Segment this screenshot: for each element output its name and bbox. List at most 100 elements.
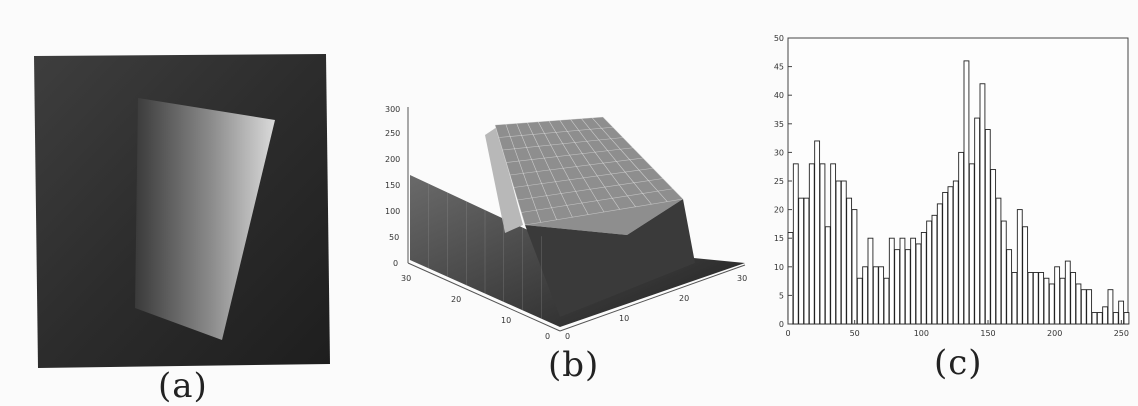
- mesh-line: [524, 198, 684, 226]
- x-tick-label: 10: [619, 314, 629, 323]
- z-tick-label: 0: [393, 259, 398, 268]
- histogram-bar: [787, 232, 794, 325]
- histogram-bar: [1038, 272, 1045, 325]
- surface-front-slope: [525, 199, 695, 317]
- histogram-bar: [915, 243, 922, 325]
- y-tick-label: 5: [779, 291, 784, 300]
- histogram-bar: [824, 226, 831, 325]
- x-tick-label: 0: [785, 329, 790, 338]
- z-tick-label: 150: [385, 181, 400, 190]
- figure-b: 300 250 200 150 100 50 0 30 20 10 0 0 10…: [365, 95, 765, 345]
- y-tick-label: 15: [774, 234, 784, 243]
- z-tick-label: 200: [385, 155, 400, 164]
- y-tick-label: 0: [545, 332, 550, 341]
- mesh-line: [517, 178, 664, 201]
- histogram-bar: [888, 237, 895, 325]
- histogram-bar: [1086, 289, 1093, 325]
- histogram-bar: [1027, 272, 1034, 325]
- histogram-bar: [910, 237, 917, 325]
- histogram-bar: [1006, 249, 1013, 325]
- surface-mesh: [428, 116, 684, 319]
- histogram-bar: [872, 266, 879, 325]
- histogram-bar: [1075, 283, 1082, 325]
- y-tick-label: 30: [401, 274, 411, 283]
- histogram-bar: [1048, 283, 1055, 325]
- histogram-bar: [979, 83, 986, 325]
- histogram-bar: [920, 232, 927, 325]
- figure-c: 0 50 100 150 200 250 0 5 10 15 20 25 30 35 40 45 50: [760, 28, 1135, 348]
- histogram-bar: [958, 151, 965, 325]
- histogram-bar: [995, 197, 1002, 325]
- histogram-bar: [1016, 209, 1023, 325]
- z-tick-label: 250: [385, 129, 400, 138]
- mesh-line: [498, 126, 614, 138]
- x-tick-label: 150: [980, 329, 995, 338]
- histogram-bar: [894, 249, 901, 325]
- histogram-bar: [926, 220, 933, 325]
- y-tick-label: 25: [774, 177, 784, 186]
- histogram-bar: [931, 214, 938, 325]
- histogram-bar: [1059, 277, 1066, 325]
- z-tick-label: 100: [385, 207, 400, 216]
- y-tick-label: 0: [779, 320, 784, 329]
- histogram-bar: [952, 180, 959, 325]
- histogram-bar: [1123, 312, 1130, 325]
- histogram-bar: [803, 197, 810, 325]
- x-tick-label: 250: [1114, 329, 1129, 338]
- histogram-bar: [883, 277, 890, 325]
- x-tick-label: 200: [1047, 329, 1062, 338]
- histogram-bar: [1107, 289, 1114, 325]
- histogram-bar: [1000, 220, 1007, 325]
- histogram-bar: [899, 237, 906, 325]
- x-tick-label: 50: [850, 329, 860, 338]
- histogram-bar: [830, 163, 837, 325]
- mesh-line: [513, 167, 654, 188]
- histogram-bar: [835, 180, 842, 325]
- figure-c-label: (c): [934, 343, 983, 383]
- histogram-bar: [1032, 272, 1039, 325]
- surface-ridge-wall: [485, 127, 523, 233]
- x-axis: [559, 264, 746, 332]
- y-tick-label: 10: [774, 263, 784, 272]
- histogram-bar: [984, 129, 991, 325]
- x-tick-label: 0: [565, 332, 570, 341]
- y-tick-label: 20: [774, 206, 784, 215]
- mesh-line: [494, 116, 604, 126]
- mesh-line: [502, 137, 624, 151]
- y-tick-label: 30: [774, 148, 784, 157]
- z-tick-label: 300: [385, 105, 400, 114]
- histogram-bar: [942, 191, 949, 325]
- y-tick-label: 35: [774, 120, 784, 129]
- histogram-bar: [1064, 260, 1071, 325]
- histogram-bar: [862, 266, 869, 325]
- histogram-bar: [851, 209, 858, 325]
- z-tick-label: 50: [389, 233, 399, 242]
- histogram-bar: [798, 197, 805, 325]
- x-tick-label: 30: [737, 274, 747, 283]
- x-tick-label: 100: [914, 329, 929, 338]
- histogram-bar: [1096, 312, 1103, 325]
- histogram-bar: [947, 186, 954, 325]
- surface-plateau: [495, 117, 683, 235]
- histogram-bar: [819, 163, 826, 325]
- histogram-bar: [1091, 312, 1098, 325]
- histogram-bar: [1080, 289, 1087, 325]
- figure-a-image: [34, 54, 330, 368]
- histogram-bar: [840, 180, 847, 325]
- histogram-bar: [846, 197, 853, 325]
- histogram-bar: [867, 237, 874, 325]
- histogram-bar: [1011, 272, 1018, 325]
- histogram-bar: [878, 266, 885, 325]
- histogram-bar: [968, 163, 975, 325]
- y-tick-label: 45: [774, 63, 784, 72]
- figure-b-label: (b): [548, 345, 600, 385]
- y-axis: [407, 262, 561, 332]
- histogram: 0 50 100 150 200 250 0 5 10 15 20 25 30 35 40 45 50: [774, 34, 1130, 338]
- histogram-bar: [974, 117, 981, 325]
- y-tick-label: 20: [451, 295, 461, 304]
- y-tick-label: 50: [774, 34, 784, 43]
- histogram-bar: [1054, 266, 1061, 325]
- histogram-bar: [1102, 306, 1109, 325]
- mesh-line: [521, 188, 674, 213]
- histogram-bar: [963, 60, 970, 325]
